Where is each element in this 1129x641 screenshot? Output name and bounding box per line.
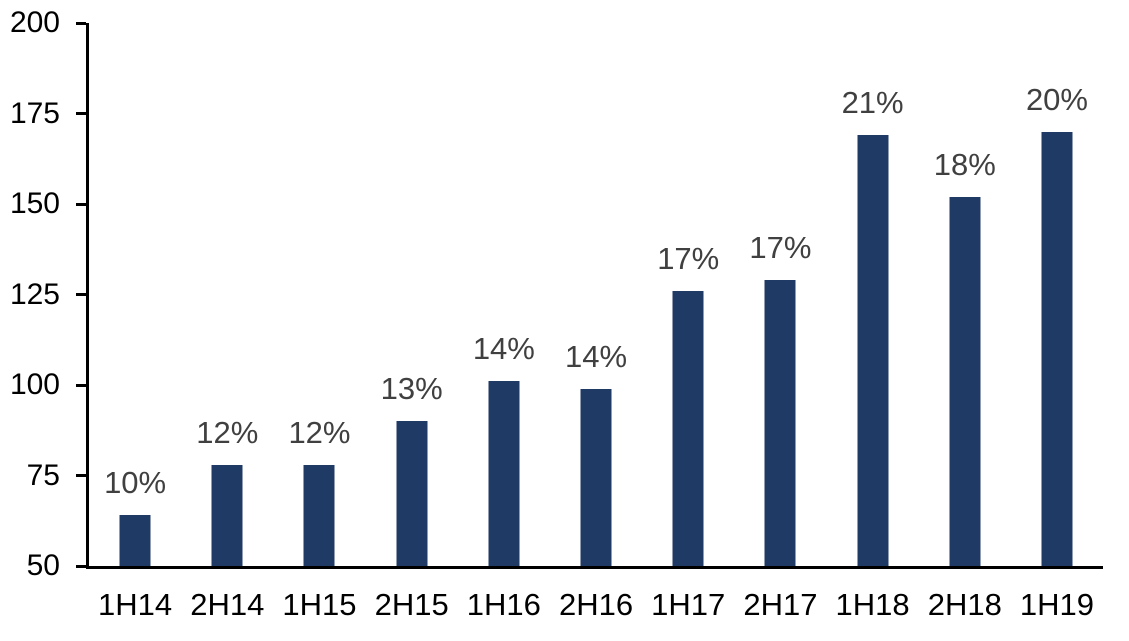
bar-2H14 — [211, 464, 243, 566]
y-tick — [76, 564, 86, 568]
y-tick — [76, 293, 86, 296]
bars-row: 10% 12% 12% 13% 14% 14% 17% 17% 21% 18% 20% — [89, 23, 1103, 566]
y-tick — [76, 112, 86, 115]
y-tick — [76, 474, 86, 477]
x-tick-label: 1H19 — [1019, 587, 1095, 622]
bar-value-label: 14% — [565, 338, 628, 374]
bar-value-label: 13% — [380, 371, 443, 407]
x-tick-label: 2H17 — [743, 587, 818, 622]
x-tick-label: 1H16 — [466, 587, 541, 622]
bar-cell: 12% — [181, 23, 273, 566]
plot-area: 10% 12% 12% 13% 14% 14% 17% 17% 21% 18% 20% — [76, 21, 1103, 569]
bar-cell: 13% — [366, 23, 458, 566]
y-tick-label: 200 — [9, 6, 60, 39]
bar-value-label: 14% — [472, 331, 535, 367]
y-tick-label: 50 — [26, 549, 60, 582]
y-tick-label: 75 — [26, 458, 60, 492]
y-tick — [76, 202, 86, 206]
bar-cell: 10% — [89, 23, 181, 566]
bar-value-label: 17% — [749, 230, 812, 266]
bar-1H19 — [1041, 131, 1073, 566]
bar-value-label: 12% — [288, 414, 351, 450]
bar-cell: 18% — [919, 23, 1011, 566]
x-tick-label: 2H16 — [558, 587, 634, 622]
bar-2H16 — [580, 388, 612, 566]
bar-1H14 — [119, 515, 151, 566]
y-tick-label: 150 — [9, 187, 60, 220]
y-tick-label: 175 — [9, 96, 60, 130]
bar-2H17 — [764, 280, 796, 566]
x-tick-label: 1H15 — [282, 587, 357, 622]
y-axis-labels: 50 75 100 125 150 175 200 — [0, 8, 62, 581]
y-tick-label: 100 — [9, 368, 60, 401]
bar-value-label: 12% — [196, 414, 259, 450]
x-tick-label: 1H17 — [651, 587, 726, 622]
bar-cell: 17% — [642, 23, 734, 566]
bar-cell: 14% — [458, 23, 550, 566]
bar-1H18 — [857, 135, 889, 566]
bar-value-label: 20% — [1025, 81, 1088, 117]
bar-2H15 — [396, 421, 428, 566]
bar-1H17 — [672, 290, 704, 566]
x-tick-label: 1H18 — [835, 587, 910, 622]
bar-2H18 — [949, 196, 981, 566]
bar-cell: 12% — [273, 23, 365, 566]
y-axis-ticks — [76, 21, 1103, 568]
bar-cell: 20% — [1011, 23, 1103, 566]
bar-value-label: 18% — [933, 146, 996, 182]
bar-cell: 17% — [734, 23, 826, 566]
y-tick — [76, 21, 86, 25]
bar-1H15 — [303, 464, 335, 566]
y-tick-label: 125 — [9, 277, 60, 311]
bar-value-label: 10% — [104, 465, 167, 501]
bar-value-label: 21% — [841, 85, 904, 121]
x-axis-labels: 1H14 2H14 1H15 2H15 1H16 2H16 1H17 2H17 1H18 2H18… — [89, 589, 1103, 620]
x-tick-label: 1H14 — [98, 587, 173, 622]
bar-1H16 — [488, 381, 520, 566]
y-tick — [76, 383, 86, 387]
bar-cell: 14% — [550, 23, 642, 566]
x-tick-label: 2H18 — [927, 587, 1002, 622]
bar-cell: 21% — [827, 23, 919, 566]
x-tick-label: 2H15 — [374, 587, 449, 622]
x-tick-label: 2H14 — [190, 587, 265, 622]
bar-value-label: 17% — [657, 240, 720, 276]
